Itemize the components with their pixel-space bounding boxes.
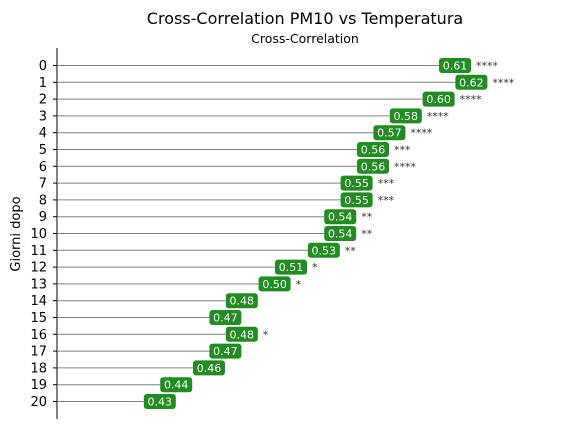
y-tick-label: 19 xyxy=(30,378,47,393)
value-label: 0.43 xyxy=(148,396,173,409)
value-box xyxy=(357,158,389,174)
value-label: 0.48 xyxy=(230,295,255,308)
value-label: 0.50 xyxy=(262,278,287,291)
value-box xyxy=(209,343,242,359)
value-box xyxy=(324,226,357,241)
y-tick-label: 0 xyxy=(39,59,47,74)
value-label: 0.55 xyxy=(344,177,369,190)
significance-label: * xyxy=(312,261,318,274)
value-box xyxy=(160,377,193,393)
value-box xyxy=(373,125,406,141)
value-box xyxy=(258,276,291,292)
significance-label: **** xyxy=(460,93,483,106)
chart-title: Cross-Correlation PM10 vs Temperatura xyxy=(147,9,463,28)
value-label: 0.47 xyxy=(213,345,238,358)
value-box xyxy=(193,360,225,376)
value-label: 0.54 xyxy=(328,211,353,224)
significance-label: * xyxy=(263,328,269,341)
y-tick-label: 12 xyxy=(30,261,47,276)
significance-label: * xyxy=(296,278,302,291)
value-label: 0.57 xyxy=(377,127,402,140)
value-label: 0.44 xyxy=(164,379,189,392)
value-label: 0.55 xyxy=(344,194,369,207)
value-label: 0.56 xyxy=(361,144,386,157)
value-label: 0.54 xyxy=(328,228,353,241)
value-label: 0.61 xyxy=(443,60,468,73)
value-box xyxy=(143,394,176,409)
y-tick-label: 18 xyxy=(30,361,47,376)
value-box xyxy=(307,242,340,258)
y-tick-label: 5 xyxy=(39,143,47,158)
value-label: 0.51 xyxy=(279,261,304,274)
value-box xyxy=(275,259,307,275)
value-box xyxy=(225,293,258,309)
y-tick-label: 9 xyxy=(39,210,47,225)
y-tick-label: 13 xyxy=(30,277,47,292)
value-box xyxy=(389,108,422,124)
value-label: 0.58 xyxy=(394,110,419,123)
value-box xyxy=(455,74,488,90)
significance-label: **** xyxy=(410,127,433,140)
y-tick-label: 8 xyxy=(39,193,47,208)
significance-label: *** xyxy=(394,144,411,157)
significance-label: **** xyxy=(427,110,450,123)
y-tick-label: 1 xyxy=(39,76,47,91)
y-tick-label: 16 xyxy=(30,328,47,343)
value-label: 0.60 xyxy=(426,93,451,106)
chart-subtitle: Cross-Correlation xyxy=(251,31,359,46)
y-tick-label: 7 xyxy=(39,177,47,192)
significance-label: ** xyxy=(345,244,357,257)
chart-rows: 0 0.61 ****1 0.62 ****2 0.60 ****3 0.58 ****4 0.5… xyxy=(30,58,515,410)
value-label: 0.46 xyxy=(197,362,222,375)
significance-label: **** xyxy=(492,76,515,89)
significance-label: ** xyxy=(361,211,373,224)
value-label: 0.53 xyxy=(312,244,337,257)
value-box xyxy=(422,91,455,107)
value-box xyxy=(209,310,242,325)
significance-label: *** xyxy=(378,194,395,207)
significance-label: ** xyxy=(361,228,373,241)
y-tick-label: 14 xyxy=(30,294,47,309)
significance-label: **** xyxy=(476,60,499,73)
y-axis-label: Giorni dopo xyxy=(9,196,24,271)
significance-label: *** xyxy=(378,177,395,190)
value-label: 0.56 xyxy=(361,160,386,173)
y-tick-label: 2 xyxy=(39,93,47,108)
value-label: 0.62 xyxy=(459,76,484,89)
y-tick-label: 4 xyxy=(39,126,47,141)
y-tick-label: 11 xyxy=(30,244,47,259)
value-box xyxy=(340,192,373,208)
value-box xyxy=(439,58,471,73)
y-tick-label: 10 xyxy=(30,227,47,242)
y-tick-label: 20 xyxy=(30,395,47,410)
y-tick-label: 3 xyxy=(39,109,47,124)
y-tick-label: 15 xyxy=(30,311,47,326)
value-box xyxy=(225,326,258,342)
value-box xyxy=(357,142,389,157)
value-label: 0.47 xyxy=(213,312,238,325)
value-label: 0.48 xyxy=(230,328,255,341)
significance-label: **** xyxy=(394,160,417,173)
y-tick-label: 6 xyxy=(39,160,47,175)
y-tick-label: 17 xyxy=(30,345,47,360)
value-box xyxy=(340,175,373,191)
value-box xyxy=(324,209,357,225)
